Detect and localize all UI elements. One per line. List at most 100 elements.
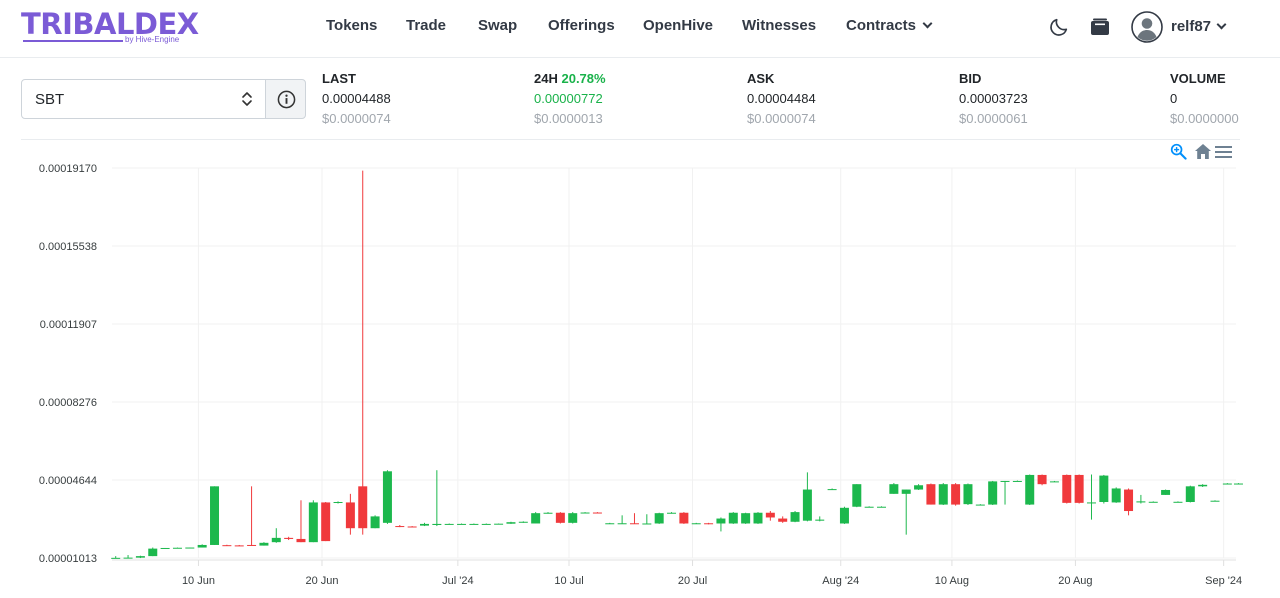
candle[interactable] xyxy=(975,504,985,506)
candle[interactable] xyxy=(815,516,825,522)
candle[interactable] xyxy=(395,524,405,528)
candle[interactable] xyxy=(370,515,380,529)
candle[interactable] xyxy=(988,480,998,506)
nav-contracts[interactable]: Contracts xyxy=(846,17,933,34)
candle[interactable] xyxy=(1012,480,1022,482)
candle[interactable] xyxy=(741,512,751,524)
candle[interactable] xyxy=(617,515,627,525)
candle[interactable] xyxy=(259,542,269,546)
candle[interactable] xyxy=(419,522,429,527)
candle[interactable] xyxy=(172,547,182,549)
candle[interactable] xyxy=(716,517,726,532)
candle[interactable] xyxy=(247,486,257,546)
candle[interactable] xyxy=(506,521,516,524)
token-select[interactable]: SBT xyxy=(21,79,266,119)
candle[interactable] xyxy=(135,555,145,559)
candle[interactable] xyxy=(185,547,195,549)
candle[interactable] xyxy=(148,547,158,557)
candle[interactable] xyxy=(1210,500,1220,502)
candle[interactable] xyxy=(839,506,849,524)
candle[interactable] xyxy=(1025,474,1035,506)
candle[interactable] xyxy=(210,486,220,545)
candle[interactable] xyxy=(877,506,887,508)
candle[interactable] xyxy=(679,512,689,524)
candle[interactable] xyxy=(568,512,578,524)
candle[interactable] xyxy=(1136,494,1146,504)
candle[interactable] xyxy=(111,556,121,559)
candle[interactable] xyxy=(580,512,590,514)
candle[interactable] xyxy=(864,506,874,508)
avatar-icon[interactable] xyxy=(1131,11,1163,43)
candle[interactable] xyxy=(1099,474,1109,504)
candle[interactable] xyxy=(1062,474,1072,504)
candle[interactable] xyxy=(123,555,133,559)
candle[interactable] xyxy=(531,512,541,524)
candle[interactable] xyxy=(469,523,479,525)
candle[interactable] xyxy=(852,484,862,508)
candle[interactable] xyxy=(444,523,454,525)
candle[interactable] xyxy=(691,522,701,525)
nav-offerings[interactable]: Offerings xyxy=(548,17,615,34)
candle[interactable] xyxy=(914,484,924,490)
user-chevron-down-icon[interactable] xyxy=(1216,19,1227,30)
candle[interactable] xyxy=(1173,501,1183,503)
price-candlestick-chart[interactable]: 0.00019170 0.00015538 0.00011907 0.00008276… xyxy=(0,140,1280,598)
reset-zoom-home-icon[interactable] xyxy=(1194,143,1212,160)
candle[interactable] xyxy=(382,470,392,524)
candle[interactable] xyxy=(432,470,442,527)
nav-openhive[interactable]: OpenHive xyxy=(643,17,714,34)
candle[interactable] xyxy=(1074,474,1084,504)
candle[interactable] xyxy=(407,526,417,528)
candle[interactable] xyxy=(1086,474,1096,520)
candle[interactable] xyxy=(728,512,738,524)
nav-swap[interactable]: Swap xyxy=(478,17,518,34)
candle[interactable] xyxy=(1161,489,1171,495)
wallet-icon[interactable] xyxy=(1090,17,1110,37)
candle[interactable] xyxy=(642,514,652,525)
candle[interactable] xyxy=(296,500,306,543)
zoom-in-icon[interactable] xyxy=(1170,143,1187,160)
username[interactable]: relf87 xyxy=(1171,18,1212,35)
nav-witnesses[interactable]: Witnesses xyxy=(742,17,817,34)
candle[interactable] xyxy=(234,544,244,547)
candle[interactable] xyxy=(457,523,467,525)
candle[interactable] xyxy=(1049,480,1059,483)
candle[interactable] xyxy=(963,483,973,506)
candle[interactable] xyxy=(629,513,639,525)
candle[interactable] xyxy=(1111,487,1121,503)
candle[interactable] xyxy=(1198,484,1208,487)
candle[interactable] xyxy=(790,511,800,523)
nav-trade[interactable]: Trade xyxy=(406,17,447,34)
candle[interactable] xyxy=(778,516,788,523)
candle[interactable] xyxy=(1124,488,1134,516)
candle[interactable] xyxy=(160,547,170,549)
candle[interactable] xyxy=(1222,483,1232,485)
candle[interactable] xyxy=(889,483,899,494)
moon-icon[interactable] xyxy=(1048,16,1070,38)
candle[interactable] xyxy=(704,522,714,525)
tribaldex-logo[interactable]: TRIBALDEX by Hive-Engine xyxy=(21,7,199,44)
candle[interactable] xyxy=(827,488,837,491)
candle[interactable] xyxy=(765,511,775,521)
candle[interactable] xyxy=(197,544,207,548)
candle[interactable] xyxy=(222,544,232,547)
candle[interactable] xyxy=(802,472,812,522)
candle[interactable] xyxy=(1037,474,1047,486)
candle[interactable] xyxy=(494,523,504,525)
token-info-button[interactable] xyxy=(265,79,306,119)
candle[interactable] xyxy=(543,512,553,514)
candle[interactable] xyxy=(271,528,281,543)
candle[interactable] xyxy=(592,512,602,514)
candle[interactable] xyxy=(605,522,615,525)
candle[interactable] xyxy=(667,512,677,514)
candle[interactable] xyxy=(345,493,355,535)
candle[interactable] xyxy=(951,483,961,506)
candle[interactable] xyxy=(1000,480,1010,505)
candle[interactable] xyxy=(308,500,318,543)
candle[interactable] xyxy=(284,536,294,541)
candle[interactable] xyxy=(753,512,763,524)
candle[interactable] xyxy=(321,502,331,542)
candle[interactable] xyxy=(1185,485,1195,503)
candle[interactable] xyxy=(555,512,565,524)
candle[interactable] xyxy=(1233,483,1243,485)
